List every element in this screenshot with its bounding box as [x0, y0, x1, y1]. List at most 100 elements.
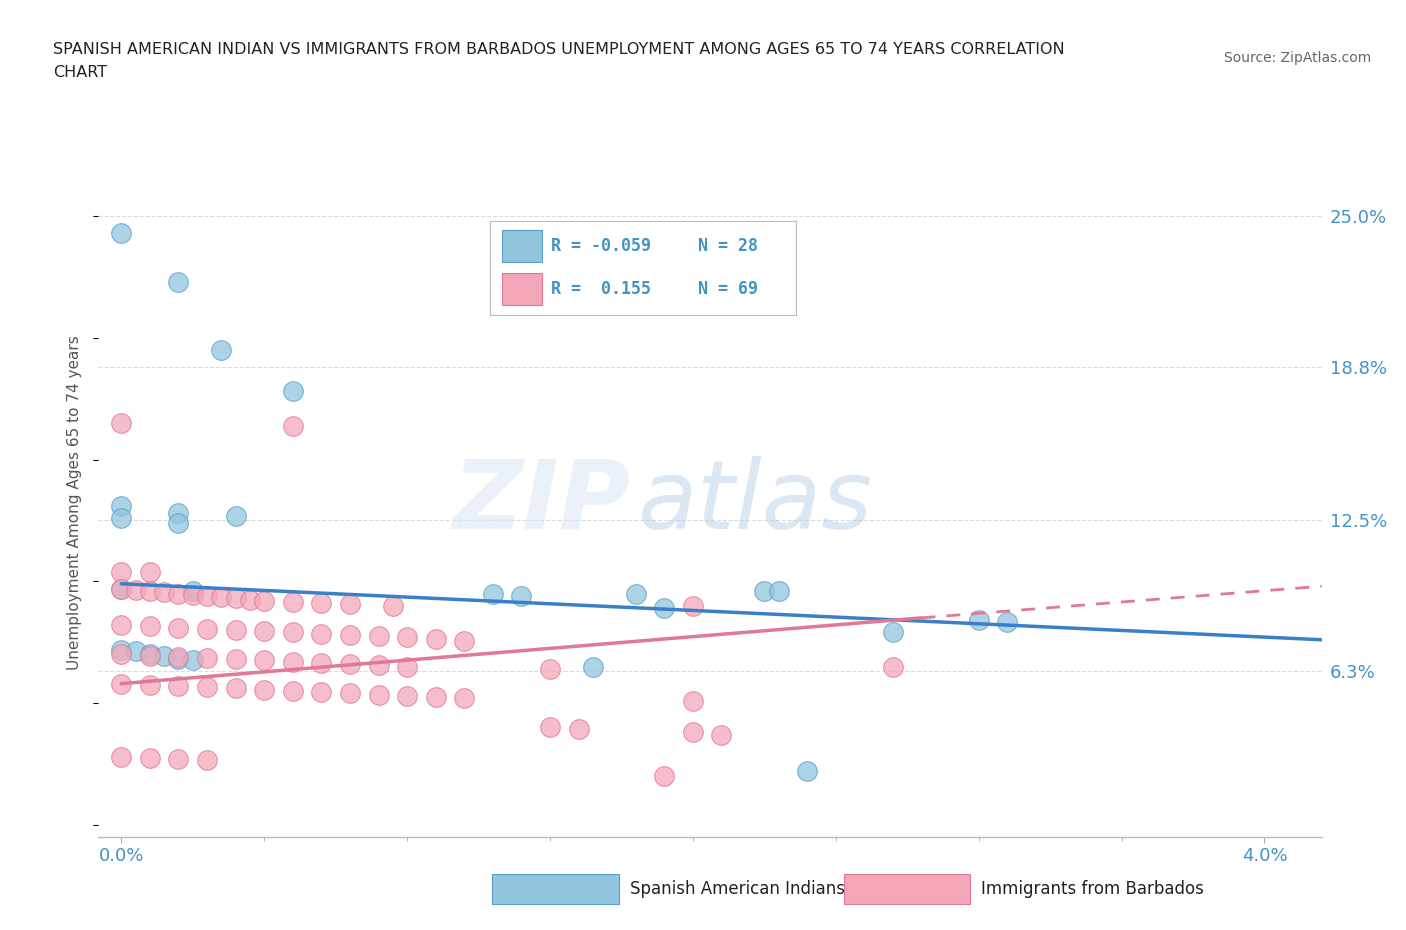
Point [139, 584, 162, 599]
Point [754, 584, 776, 599]
Point [110, 647, 132, 662]
Text: R = -0.059: R = -0.059 [551, 237, 651, 255]
Text: Immigrants from Barbados: Immigrants from Barbados [981, 880, 1205, 898]
Point [538, 661, 561, 676]
Point [967, 613, 990, 628]
Point [139, 751, 162, 765]
Point [181, 653, 204, 668]
Point [110, 498, 132, 513]
Bar [502, 231, 541, 262]
Text: SPANISH AMERICAN INDIAN VS IMMIGRANTS FROM BARBADOS UNEMPLOYMENT AMONG AGES 65 T: SPANISH AMERICAN INDIAN VS IMMIGRANTS FR… [53, 42, 1066, 57]
Point [281, 418, 304, 433]
Point [253, 683, 276, 698]
Point [209, 342, 232, 357]
Point [510, 589, 533, 604]
Point [139, 647, 162, 662]
Point [396, 688, 419, 703]
Point [367, 658, 389, 672]
Point [339, 686, 361, 701]
Point [110, 750, 132, 764]
Point [482, 586, 505, 601]
Point [339, 597, 361, 612]
Point [110, 226, 132, 241]
Point [453, 633, 475, 648]
Point [682, 693, 704, 708]
Text: CHART: CHART [53, 65, 107, 80]
Point [167, 751, 190, 766]
Text: N = 28: N = 28 [697, 237, 758, 255]
Point [796, 764, 818, 778]
Point [453, 691, 475, 706]
Bar [502, 273, 541, 305]
Text: Source: ZipAtlas.com: Source: ZipAtlas.com [1223, 51, 1371, 65]
Text: ZIP: ZIP [453, 456, 630, 549]
Text: N = 69: N = 69 [697, 281, 758, 299]
Point [153, 585, 176, 600]
Point [153, 648, 176, 663]
Point [139, 619, 162, 634]
Point [239, 592, 262, 607]
Point [381, 598, 404, 613]
Point [652, 769, 675, 784]
Point [253, 653, 276, 668]
Y-axis label: Unemployment Among Ages 65 to 74 years: Unemployment Among Ages 65 to 74 years [67, 335, 83, 670]
Point [281, 625, 304, 640]
Point [110, 642, 132, 657]
Point [396, 659, 419, 674]
Point [110, 581, 132, 596]
Point [768, 584, 790, 599]
Point [253, 624, 276, 639]
Point [110, 618, 132, 632]
Point [181, 587, 204, 602]
Point [682, 598, 704, 613]
Text: Spanish American Indians: Spanish American Indians [630, 880, 845, 898]
Point [225, 652, 247, 667]
Point [396, 630, 419, 644]
Point [167, 274, 190, 289]
Point [281, 594, 304, 609]
Point [167, 620, 190, 635]
Point [110, 581, 132, 596]
Point [281, 654, 304, 669]
Point [225, 508, 247, 523]
Point [110, 565, 132, 579]
Point [167, 586, 190, 601]
Point [281, 684, 304, 698]
Point [225, 681, 247, 696]
Point [339, 628, 361, 643]
Point [124, 582, 146, 597]
Point [425, 689, 447, 704]
Point [167, 506, 190, 521]
Point [195, 753, 218, 768]
Point [195, 621, 218, 636]
Point [110, 511, 132, 525]
Point [110, 416, 132, 431]
Point [139, 648, 162, 663]
Point [139, 565, 162, 579]
Point [311, 596, 333, 611]
Point [367, 629, 389, 644]
Point [311, 626, 333, 641]
Point [225, 591, 247, 605]
Point [995, 614, 1018, 629]
Point [710, 727, 733, 742]
Point [209, 590, 232, 604]
Point [425, 631, 447, 646]
Point [167, 515, 190, 530]
Point [567, 721, 589, 736]
Point [582, 659, 605, 674]
Point [652, 601, 675, 616]
Point [339, 657, 361, 671]
Point [139, 677, 162, 692]
Text: R =  0.155: R = 0.155 [551, 281, 651, 299]
Point [882, 625, 904, 640]
Point [682, 724, 704, 739]
Point [195, 680, 218, 695]
Point [624, 586, 647, 601]
Point [195, 651, 218, 666]
Point [281, 384, 304, 399]
Point [538, 720, 561, 735]
Point [195, 589, 218, 604]
Point [181, 584, 204, 599]
Point [225, 622, 247, 637]
